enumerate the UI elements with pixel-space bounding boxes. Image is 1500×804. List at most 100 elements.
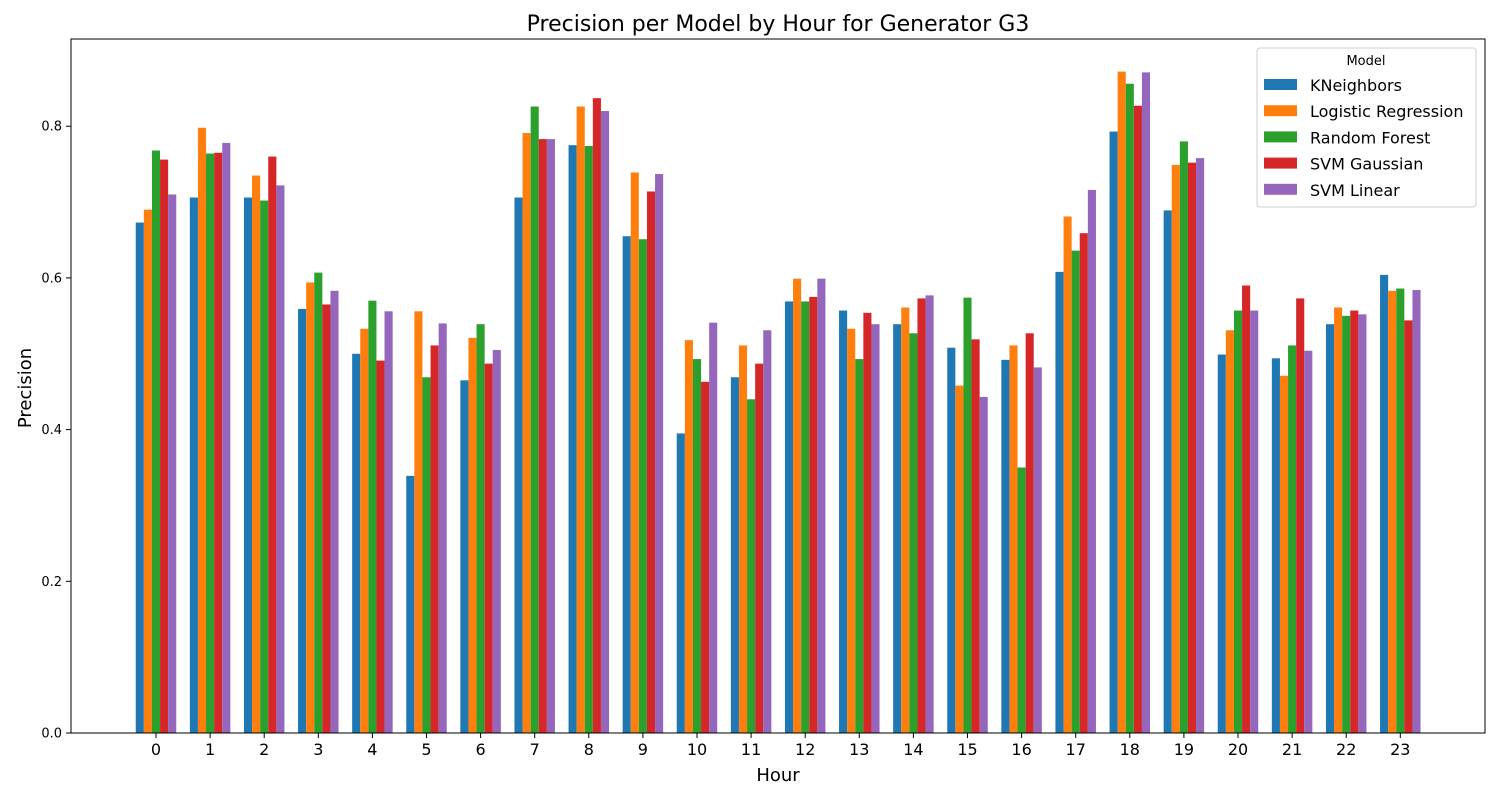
bar bbox=[360, 328, 369, 733]
legend-items: KNeighbors Logistic Regression Random Fore… bbox=[1264, 76, 1463, 200]
legend-swatch bbox=[1264, 157, 1297, 169]
bar bbox=[1250, 310, 1259, 733]
bar bbox=[1358, 314, 1367, 733]
y-tick-label: 0.4 bbox=[41, 423, 62, 438]
legend-swatch bbox=[1264, 131, 1297, 143]
bar bbox=[747, 399, 756, 733]
bar bbox=[909, 333, 918, 733]
x-tick-label: 5 bbox=[421, 740, 431, 759]
bar-series bbox=[168, 72, 1421, 734]
bar bbox=[222, 142, 231, 733]
bar bbox=[376, 360, 385, 733]
y-tick-label: 0.0 bbox=[41, 727, 62, 742]
bar bbox=[784, 301, 794, 733]
x-tick-label: 13 bbox=[849, 740, 869, 759]
bar bbox=[260, 200, 269, 734]
y-tick-label: 0.8 bbox=[41, 120, 62, 135]
x-tick-label: 19 bbox=[1174, 740, 1194, 759]
bar bbox=[1404, 320, 1413, 733]
bar bbox=[646, 191, 656, 733]
x-tick-label: 15 bbox=[957, 740, 977, 759]
bar bbox=[1396, 288, 1405, 733]
bar bbox=[1342, 315, 1351, 733]
bar bbox=[298, 309, 307, 733]
bar bbox=[1071, 250, 1080, 734]
bar bbox=[855, 359, 864, 733]
bar bbox=[1350, 310, 1359, 733]
x-tick-label: 9 bbox=[638, 740, 648, 759]
bar bbox=[863, 312, 872, 733]
bar bbox=[638, 239, 647, 733]
legend-swatch bbox=[1264, 183, 1297, 195]
bar bbox=[1055, 271, 1064, 733]
y-axis: 0.0 0.2 0.4 0.6 0.8 bbox=[41, 120, 71, 742]
bar bbox=[1109, 131, 1118, 734]
bar bbox=[1196, 158, 1205, 734]
bar bbox=[384, 311, 393, 733]
bar bbox=[676, 433, 685, 733]
bar bbox=[1179, 141, 1188, 734]
bar bbox=[1187, 162, 1197, 733]
bar bbox=[925, 295, 934, 733]
bar bbox=[1001, 359, 1010, 733]
bar bbox=[600, 111, 610, 734]
bar bbox=[160, 159, 169, 733]
bar bbox=[538, 139, 547, 733]
bar bbox=[793, 278, 802, 733]
bar bbox=[809, 296, 818, 733]
bar bbox=[546, 139, 555, 733]
x-tick-label: 11 bbox=[741, 740, 761, 759]
bar bbox=[847, 328, 856, 733]
bar bbox=[330, 290, 339, 733]
x-tick-label: 7 bbox=[530, 740, 540, 759]
x-tick-label: 18 bbox=[1120, 740, 1140, 759]
x-tick-label: 20 bbox=[1228, 740, 1248, 759]
bar bbox=[1412, 290, 1421, 733]
x-tick-label: 4 bbox=[367, 740, 377, 759]
bar bbox=[268, 156, 277, 733]
bar bbox=[206, 153, 215, 734]
bar bbox=[1325, 324, 1335, 733]
x-tick-label: 6 bbox=[476, 740, 486, 759]
x-tick-label: 17 bbox=[1066, 740, 1086, 759]
x-axis-label: Hour bbox=[756, 765, 800, 786]
bar bbox=[368, 300, 377, 733]
bar bbox=[1288, 345, 1297, 733]
bar bbox=[1388, 290, 1397, 733]
bar bbox=[1125, 83, 1134, 733]
legend-swatch bbox=[1264, 79, 1297, 90]
bar bbox=[1017, 467, 1026, 733]
x-tick-label: 14 bbox=[903, 740, 923, 759]
bar bbox=[1225, 330, 1234, 733]
bar-series bbox=[151, 83, 1405, 734]
bar bbox=[692, 359, 702, 733]
bar bbox=[214, 152, 223, 733]
bar bbox=[1171, 164, 1180, 733]
bar bbox=[1033, 367, 1042, 733]
bar bbox=[314, 272, 323, 733]
bar bbox=[352, 353, 361, 733]
bar bbox=[1271, 358, 1280, 733]
x-tick-label: 3 bbox=[313, 740, 323, 759]
x-tick-label: 10 bbox=[687, 740, 707, 759]
x-tick-label: 1 bbox=[205, 740, 215, 759]
bar bbox=[592, 98, 601, 734]
bar bbox=[492, 349, 501, 733]
bar bbox=[1025, 333, 1034, 733]
legend-label: KNeighbors bbox=[1310, 76, 1402, 95]
bar bbox=[622, 236, 631, 733]
x-axis: 0 1 2 3 4 5 6 7 8 9 10 11 12 13 14 15 16 17 18 19 20 21 22 23 bbox=[151, 733, 1410, 759]
bar bbox=[917, 298, 926, 733]
bar bbox=[530, 106, 539, 733]
x-tick-label: 2 bbox=[259, 740, 269, 759]
bar-series bbox=[143, 71, 1397, 734]
bar bbox=[322, 304, 331, 733]
bar bbox=[684, 340, 693, 733]
bar bbox=[755, 363, 764, 733]
y-tick-label: 0.2 bbox=[41, 575, 62, 590]
bar bbox=[1063, 216, 1072, 734]
bar bbox=[1009, 345, 1018, 733]
bars-layer bbox=[135, 71, 1421, 734]
